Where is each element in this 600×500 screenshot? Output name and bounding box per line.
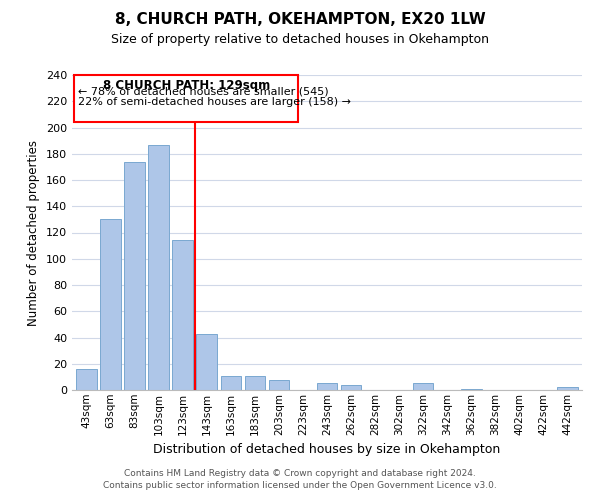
Bar bbox=[124, 162, 145, 390]
Text: Contains public sector information licensed under the Open Government Licence v3: Contains public sector information licen… bbox=[103, 481, 497, 490]
Bar bbox=[172, 240, 193, 390]
Bar bbox=[76, 369, 97, 390]
Bar bbox=[148, 144, 169, 390]
X-axis label: Distribution of detached houses by size in Okehampton: Distribution of detached houses by size … bbox=[154, 443, 500, 456]
Bar bbox=[196, 334, 217, 390]
Text: 8 CHURCH PATH: 129sqm: 8 CHURCH PATH: 129sqm bbox=[103, 79, 270, 92]
Text: 22% of semi-detached houses are larger (158) →: 22% of semi-detached houses are larger (… bbox=[78, 98, 351, 108]
Text: 8, CHURCH PATH, OKEHAMPTON, EX20 1LW: 8, CHURCH PATH, OKEHAMPTON, EX20 1LW bbox=[115, 12, 485, 28]
Text: ← 78% of detached houses are smaller (545): ← 78% of detached houses are smaller (54… bbox=[78, 87, 329, 97]
Bar bbox=[100, 220, 121, 390]
Text: Size of property relative to detached houses in Okehampton: Size of property relative to detached ho… bbox=[111, 32, 489, 46]
Bar bbox=[269, 380, 289, 390]
Bar bbox=[317, 384, 337, 390]
Bar bbox=[557, 388, 578, 390]
Bar bbox=[413, 384, 433, 390]
Bar bbox=[341, 385, 361, 390]
Text: Contains HM Land Registry data © Crown copyright and database right 2024.: Contains HM Land Registry data © Crown c… bbox=[124, 468, 476, 477]
Y-axis label: Number of detached properties: Number of detached properties bbox=[28, 140, 40, 326]
Bar bbox=[221, 376, 241, 390]
FancyBboxPatch shape bbox=[74, 75, 298, 122]
Bar bbox=[245, 376, 265, 390]
Bar bbox=[461, 388, 482, 390]
